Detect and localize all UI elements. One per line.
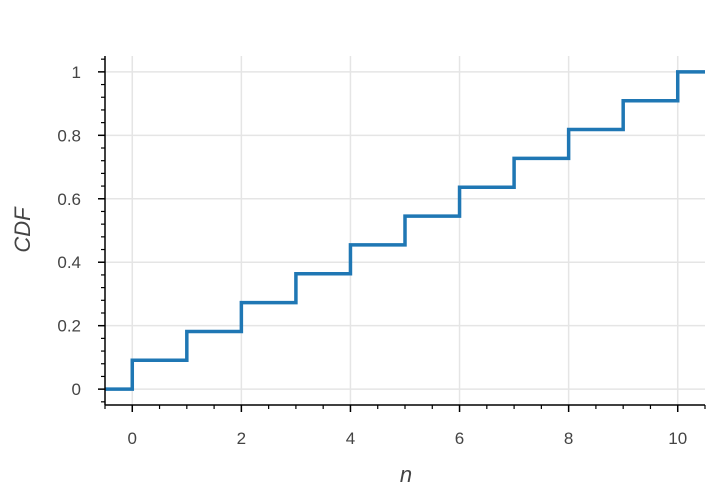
y-tick-label-1: 0.2 — [57, 317, 81, 336]
y-tick-label-5: 1 — [72, 63, 81, 82]
y-axis-title: CDF — [10, 206, 35, 253]
x-tick-label-4: 8 — [564, 429, 573, 448]
x-tick-label-0: 0 — [128, 429, 137, 448]
y-tick-label-0: 0 — [72, 380, 81, 399]
y-tick-label-4: 0.8 — [57, 126, 81, 145]
x-tick-label-2: 4 — [346, 429, 355, 448]
x-axis-title: n — [400, 462, 412, 487]
grid — [105, 56, 705, 405]
y-tick-label-2: 0.4 — [57, 253, 81, 272]
axes: 0 2 4 6 8 10 0 0.2 0.4 0.6 0.8 1 — [57, 56, 706, 448]
cdf-step-line — [105, 70, 705, 391]
y-tick-label-3: 0.6 — [57, 190, 81, 209]
x-tick-label-3: 6 — [455, 429, 464, 448]
x-tick-label-1: 2 — [237, 429, 246, 448]
series-layer — [105, 70, 705, 391]
x-tick-label-5: 10 — [668, 429, 687, 448]
